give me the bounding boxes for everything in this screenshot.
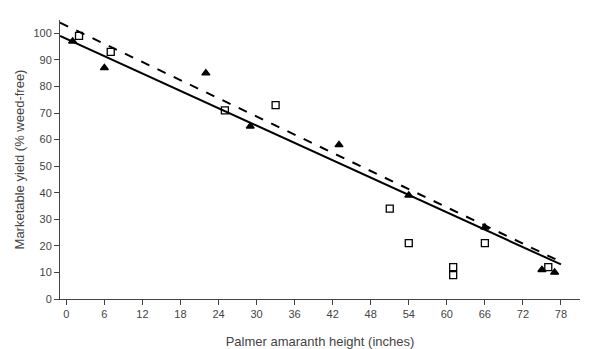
svg-text:70: 70 xyxy=(40,107,52,119)
svg-text:66: 66 xyxy=(479,308,491,320)
svg-text:90: 90 xyxy=(40,54,52,66)
svg-text:30: 30 xyxy=(40,213,52,225)
svg-text:30: 30 xyxy=(250,308,262,320)
svg-text:12: 12 xyxy=(136,308,148,320)
svg-text:72: 72 xyxy=(517,308,529,320)
svg-text:Marketable yield (% weed-free): Marketable yield (% weed-free) xyxy=(12,70,27,250)
svg-text:60: 60 xyxy=(40,133,52,145)
svg-text:0: 0 xyxy=(46,293,52,305)
svg-text:80: 80 xyxy=(40,80,52,92)
svg-text:20: 20 xyxy=(40,240,52,252)
svg-text:36: 36 xyxy=(289,308,301,320)
svg-text:54: 54 xyxy=(403,308,415,320)
svg-text:40: 40 xyxy=(40,187,52,199)
svg-text:24: 24 xyxy=(212,308,224,320)
svg-text:18: 18 xyxy=(174,308,186,320)
svg-text:48: 48 xyxy=(365,308,377,320)
svg-text:50: 50 xyxy=(40,160,52,172)
svg-text:100: 100 xyxy=(33,27,51,39)
svg-text:Palmer amaranth height (inches: Palmer amaranth height (inches) xyxy=(226,334,415,349)
svg-text:42: 42 xyxy=(327,308,339,320)
svg-text:6: 6 xyxy=(101,308,107,320)
svg-text:78: 78 xyxy=(555,308,567,320)
svg-text:60: 60 xyxy=(441,308,453,320)
svg-text:10: 10 xyxy=(40,266,52,278)
svg-text:0: 0 xyxy=(63,308,69,320)
